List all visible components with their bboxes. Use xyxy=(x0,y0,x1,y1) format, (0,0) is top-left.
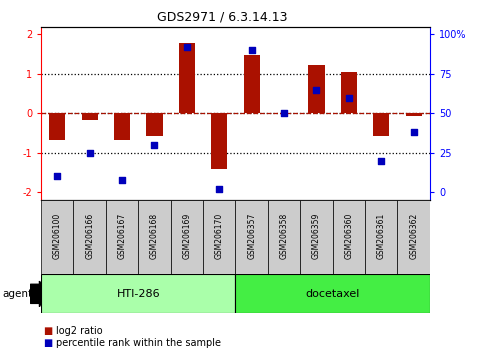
Point xyxy=(280,110,288,116)
Text: GSM206361: GSM206361 xyxy=(377,212,386,259)
Bar xyxy=(211,113,227,169)
Point xyxy=(215,186,223,192)
Bar xyxy=(146,113,163,136)
Bar xyxy=(341,72,357,113)
Bar xyxy=(203,200,236,274)
Bar xyxy=(73,200,106,274)
Bar xyxy=(138,200,170,274)
Point xyxy=(54,173,61,179)
Text: GSM206358: GSM206358 xyxy=(280,212,288,259)
Text: GSM206168: GSM206168 xyxy=(150,213,159,259)
Bar xyxy=(236,200,268,274)
Point xyxy=(118,177,126,182)
Text: GSM206359: GSM206359 xyxy=(312,212,321,259)
Text: ■: ■ xyxy=(43,326,53,336)
Bar xyxy=(41,274,236,313)
Point xyxy=(377,158,385,164)
Bar xyxy=(243,55,260,113)
Bar xyxy=(333,200,365,274)
Text: GSM206100: GSM206100 xyxy=(53,212,62,259)
Point xyxy=(151,142,158,148)
Bar xyxy=(41,200,73,274)
Bar xyxy=(300,200,333,274)
Bar xyxy=(236,274,430,313)
Bar xyxy=(170,200,203,274)
Bar xyxy=(179,43,195,113)
Text: docetaxel: docetaxel xyxy=(305,289,360,299)
Bar xyxy=(49,113,65,140)
Text: GSM206360: GSM206360 xyxy=(344,212,354,259)
Text: GSM206362: GSM206362 xyxy=(409,212,418,259)
Text: ■: ■ xyxy=(43,338,53,348)
Point xyxy=(313,87,320,92)
Text: GSM206357: GSM206357 xyxy=(247,212,256,259)
Bar xyxy=(106,200,138,274)
Text: agent: agent xyxy=(2,289,32,299)
Bar xyxy=(373,113,389,136)
Text: GSM206169: GSM206169 xyxy=(183,212,191,259)
Point xyxy=(248,47,256,53)
Text: log2 ratio: log2 ratio xyxy=(56,326,102,336)
Text: GSM206166: GSM206166 xyxy=(85,212,94,259)
Bar xyxy=(365,200,398,274)
Text: GSM206170: GSM206170 xyxy=(215,212,224,259)
FancyArrow shape xyxy=(30,281,45,307)
Text: GDS2971 / 6.3.14.13: GDS2971 / 6.3.14.13 xyxy=(157,11,287,24)
Point xyxy=(345,95,353,100)
Text: HTI-286: HTI-286 xyxy=(116,289,160,299)
Text: GSM206167: GSM206167 xyxy=(117,212,127,259)
Point xyxy=(183,44,191,50)
Bar xyxy=(114,113,130,140)
Bar xyxy=(308,65,325,113)
Bar xyxy=(406,113,422,116)
Point xyxy=(86,150,94,155)
Text: percentile rank within the sample: percentile rank within the sample xyxy=(56,338,221,348)
Bar xyxy=(398,200,430,274)
Point xyxy=(410,129,417,135)
Bar xyxy=(268,200,300,274)
Bar xyxy=(82,113,98,120)
